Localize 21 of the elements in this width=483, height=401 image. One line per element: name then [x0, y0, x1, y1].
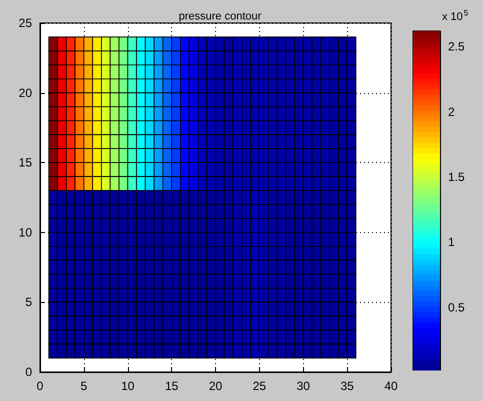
y-tick-label: 20 — [18, 86, 32, 100]
chart-title: pressure contour — [178, 10, 262, 22]
color-bar-label: 2 — [448, 104, 455, 119]
color-bar-label: 1.5 — [448, 170, 466, 184]
x-tick-label: 30 — [296, 379, 310, 393]
x-tick-label: 25 — [252, 379, 266, 393]
y-tick-label: 15 — [18, 156, 32, 170]
x-tick-label: 35 — [340, 379, 354, 393]
color-bar-label: 2.5 — [448, 40, 466, 54]
x-tick-label: 10 — [121, 379, 135, 393]
x-tick-label: 0 — [36, 379, 44, 393]
x-tick-label: 20 — [208, 379, 222, 393]
x-tick-label: 15 — [164, 379, 179, 393]
x-tick-label: 40 — [384, 379, 398, 393]
y-tick-label: 5 — [25, 295, 32, 310]
color-bar-label: 1 — [448, 235, 455, 250]
color-bar-label: 0.5 — [448, 300, 466, 314]
x-tick-label: 5 — [80, 379, 88, 393]
y-tick-label: 0 — [25, 365, 32, 379]
y-tick-label: 10 — [18, 225, 32, 240]
y-tick-label: 25 — [18, 16, 32, 30]
